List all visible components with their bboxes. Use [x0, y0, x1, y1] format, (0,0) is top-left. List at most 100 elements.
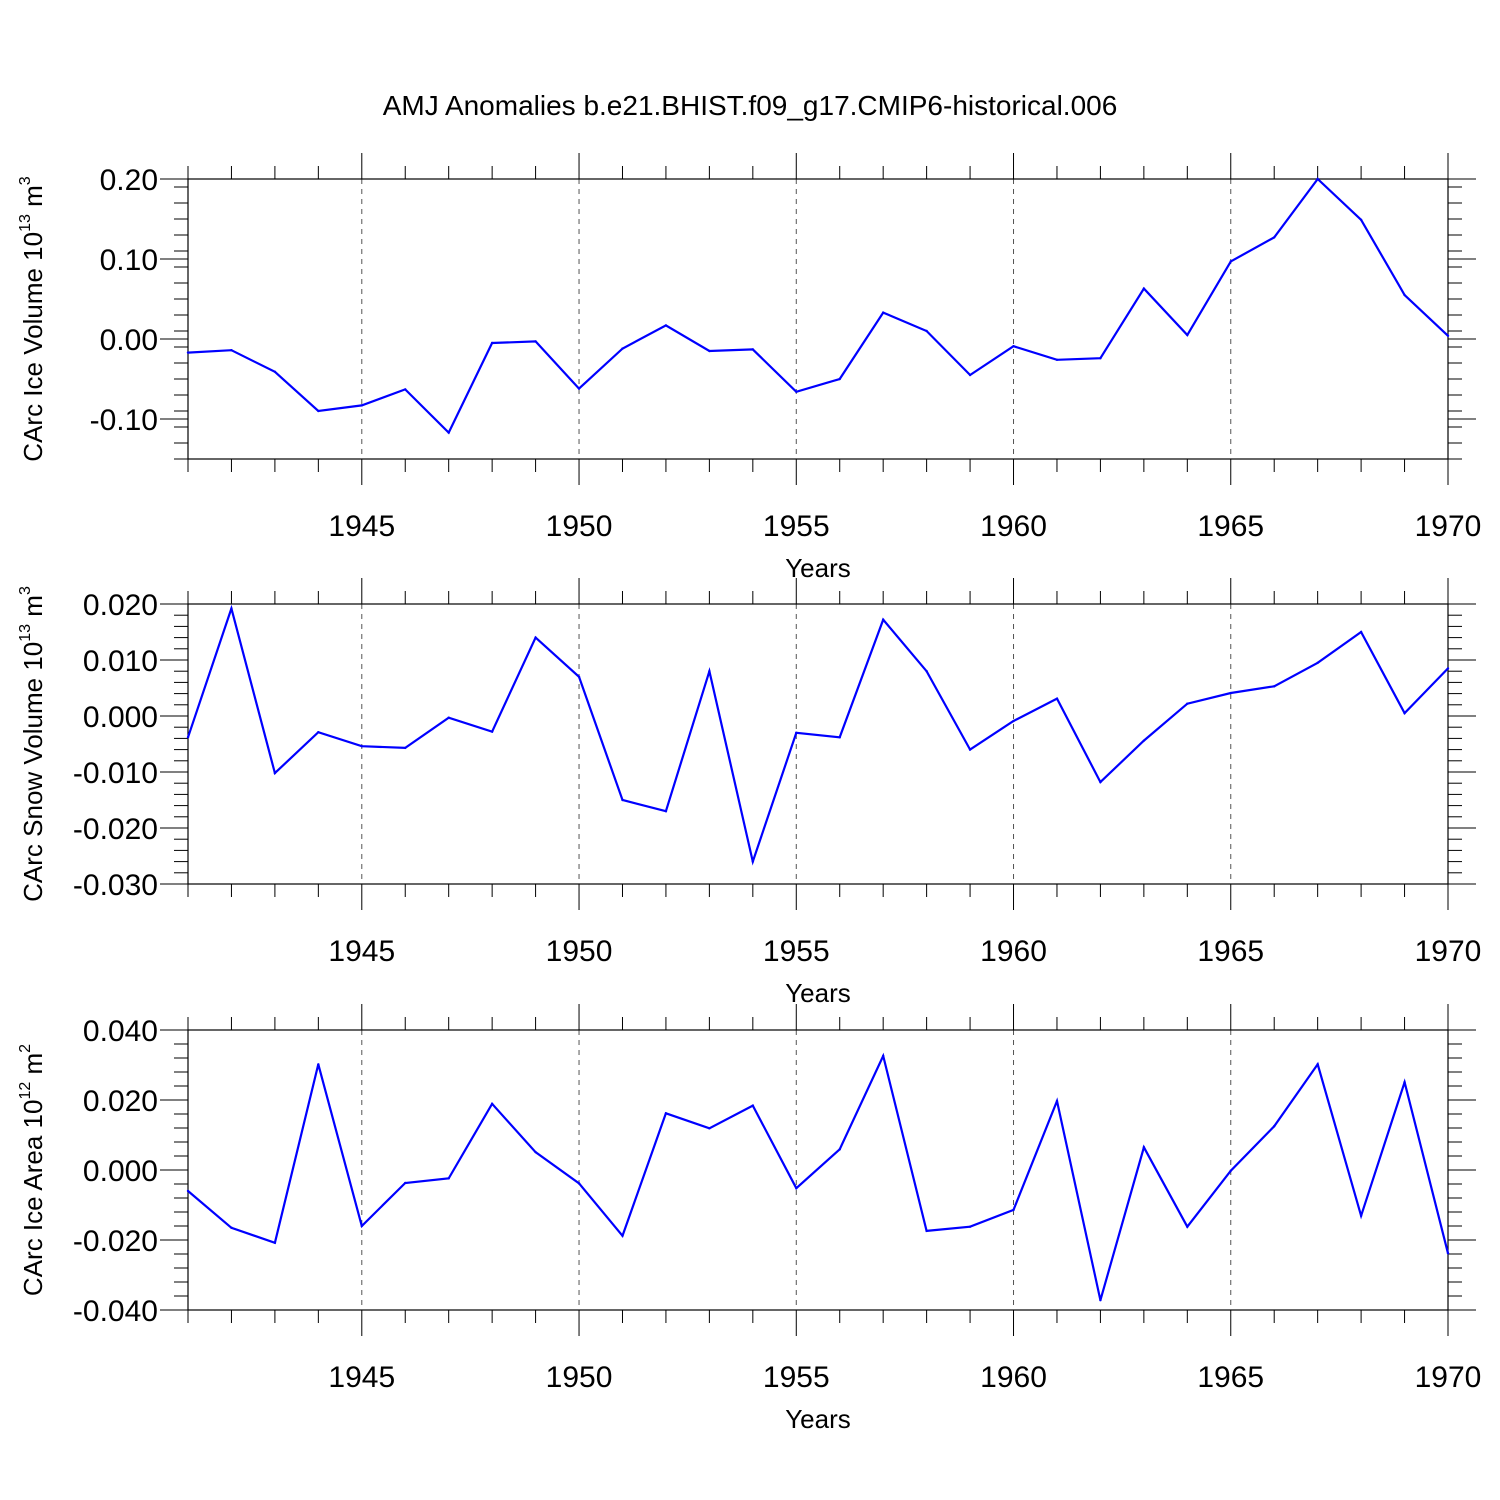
data-point-1970: [1446, 334, 1450, 337]
data-point-1941: [186, 736, 190, 739]
data-point-1945: [360, 745, 363, 748]
data-point-1945: [360, 1224, 363, 1228]
data-point-1969: [1403, 712, 1406, 715]
panel-2: -0.030 -0.020 -0.010 0.000 0.010 0.020 1945 195…: [17, 578, 1481, 1008]
y-tick-label: 0.000: [83, 1155, 158, 1188]
data-point-1956: [838, 1148, 841, 1151]
data-point-1962: [1099, 357, 1102, 360]
y-tick-label: -0.040: [73, 1295, 158, 1328]
y-axis-label-unit-exp: 3: [17, 586, 34, 595]
x-axis-label: Years: [785, 1404, 851, 1434]
x-tick-label-1960: 1960: [980, 935, 1047, 968]
data-point-1960: [1012, 1208, 1015, 1212]
data-point-1958: [925, 329, 928, 333]
data-point-1943: [273, 771, 277, 775]
data-point-1963: [1142, 739, 1146, 742]
x-tick-label-1950: 1950: [546, 510, 613, 543]
data-point-1946: [404, 746, 407, 750]
x-tick-label-1960: 1960: [980, 1361, 1047, 1394]
data-point-1965: [1229, 260, 1232, 263]
data-point-1948: [490, 341, 494, 345]
data-point-1960: [1012, 345, 1015, 348]
data-point-1954: [751, 860, 755, 863]
data-point-1967: [1316, 1063, 1319, 1066]
data-point-1951: [621, 347, 624, 350]
series-line-carc-ice-area: [187, 1052, 1450, 1301]
y-tick-label: -0.020: [73, 1225, 158, 1258]
data-point-1954: [751, 348, 755, 351]
data-point-1966: [1273, 1125, 1276, 1128]
y-tick-label: -0.020: [73, 813, 158, 846]
data-point-1942: [230, 1226, 233, 1229]
data-point-1944: [317, 409, 320, 413]
data-point-1959: [968, 748, 972, 751]
data-point-1964: [1186, 1225, 1189, 1228]
data-point-1951: [621, 798, 624, 802]
data-point-1961: [1055, 358, 1059, 361]
panels: -0.10 0.00 0.10 0.20 1945 1950 1955 1960 1965 197…: [17, 153, 1481, 1434]
data-point-1952: [664, 810, 668, 813]
data-point-1949: [534, 340, 537, 343]
data-point-1963: [1142, 287, 1146, 290]
data-point-1966: [1273, 685, 1276, 688]
y-axis-label-main: CArc Ice Area 10: [18, 1100, 48, 1297]
data-point-1943: [273, 370, 277, 373]
data-point-1953: [708, 670, 711, 673]
data-point-1959: [968, 373, 972, 377]
data-point-1970: [1446, 1252, 1450, 1255]
data-point-1941: [186, 1189, 190, 1193]
data-point-1966: [1273, 236, 1276, 239]
data-point-1969: [1403, 293, 1406, 297]
data-point-1951: [621, 1234, 624, 1238]
x-tick-label-1950: 1950: [546, 1361, 613, 1394]
data-point-1948: [490, 730, 494, 733]
data-point-1961: [1055, 1099, 1059, 1103]
y-axis-label-exp: 13: [17, 214, 34, 232]
data-point-1944: [317, 1063, 320, 1066]
data-point-1958: [925, 1229, 928, 1233]
data-point-1961: [1055, 697, 1059, 700]
y-axis-label-unit: m: [18, 185, 48, 214]
x-axis-label: Years: [785, 553, 851, 583]
y-tick-label: 0.10: [100, 244, 158, 277]
panel-3: -0.040 -0.020 0.000 0.020 0.040 1945 1950 1955 1…: [17, 1004, 1481, 1434]
x-tick-label-1945: 1945: [328, 935, 395, 968]
y-tick-label: 0.020: [83, 1085, 158, 1118]
x-tick-label-1945: 1945: [328, 510, 395, 543]
data-point-1965: [1229, 1169, 1232, 1172]
series-line-carc-snow-volume: [186, 604, 1449, 866]
data-point-1948: [490, 1102, 494, 1106]
data-point-1955: [795, 1187, 798, 1190]
data-point-1964: [1186, 702, 1189, 705]
data-point-1968: [1359, 218, 1363, 221]
data-point-1957: [881, 311, 885, 314]
data-point-1963: [1142, 1146, 1146, 1149]
data-point-1945: [360, 404, 363, 407]
y-axis-label-main: CArc Snow Volume 10: [18, 642, 48, 902]
x-tick-label-1965: 1965: [1197, 510, 1264, 543]
data-point-1953: [708, 1127, 711, 1130]
data-point-1952: [664, 324, 668, 327]
data-point-1960: [1012, 719, 1015, 723]
data-point-1954: [751, 1104, 755, 1107]
x-tick-label-1970: 1970: [1415, 935, 1482, 968]
x-tick-label-1970: 1970: [1415, 510, 1482, 543]
data-point-1958: [925, 670, 928, 673]
y-axis-label: CArc Ice Area 1012 m2: [17, 1044, 48, 1296]
y-axis-label-unit-exp: 3: [17, 176, 34, 185]
figure-title: AMJ Anomalies b.e21.BHIST.f09_g17.CMIP6-…: [383, 90, 1118, 121]
data-point-1950: [577, 1182, 581, 1185]
y-axis-label-exp: 12: [17, 1082, 34, 1100]
data-point-1957: [881, 1054, 885, 1058]
data-point-1949: [534, 1150, 537, 1154]
data-point-1968: [1359, 630, 1363, 634]
data-point-1943: [273, 1241, 277, 1245]
y-tick-label: 0.000: [83, 701, 158, 734]
data-point-1956: [838, 377, 841, 381]
data-point-1944: [317, 731, 320, 734]
data-point-1946: [404, 1181, 407, 1185]
data-point-1947: [447, 1177, 450, 1180]
y-axis-label-unit: m: [18, 1053, 48, 1082]
x-tick-label-1965: 1965: [1197, 935, 1264, 968]
